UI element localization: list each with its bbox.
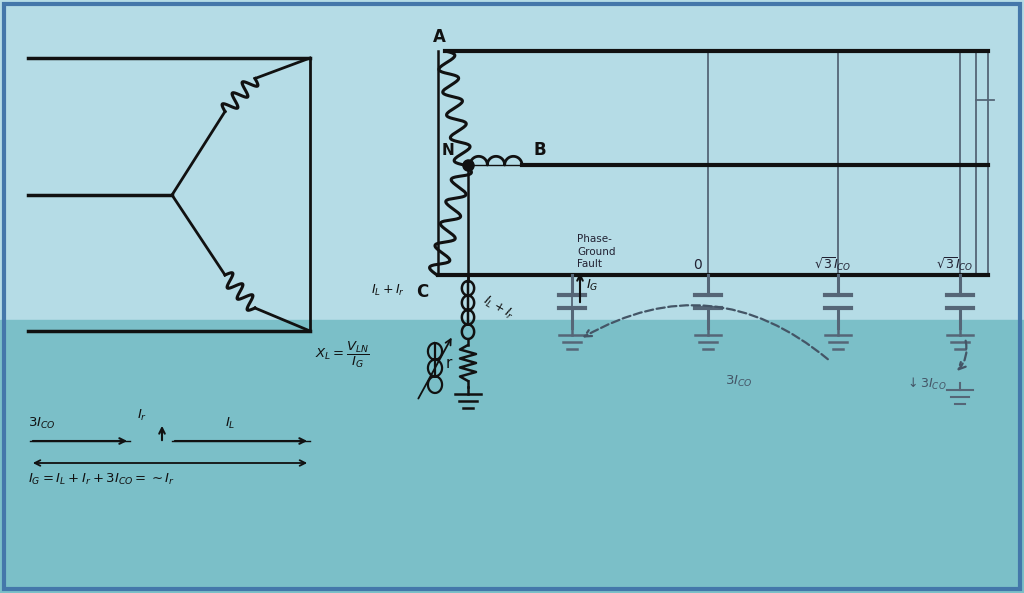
Text: r: r xyxy=(446,355,453,371)
Text: A: A xyxy=(433,28,445,46)
Text: $\downarrow 3I_{CO}$: $\downarrow 3I_{CO}$ xyxy=(905,376,946,392)
Text: C: C xyxy=(416,283,428,301)
Text: $I_L+I_r$: $I_L+I_r$ xyxy=(371,283,406,298)
Text: $3I_{CO}$: $3I_{CO}$ xyxy=(28,416,55,431)
Text: $3I_{CO}$: $3I_{CO}$ xyxy=(725,374,753,389)
FancyArrowPatch shape xyxy=(585,305,827,359)
Text: $I_r$: $I_r$ xyxy=(137,408,147,423)
Text: 0: 0 xyxy=(693,258,702,272)
Bar xyxy=(0,320,1024,593)
Text: $I_G$: $I_G$ xyxy=(586,278,599,293)
Text: $\sqrt{3}I_{CO}$: $\sqrt{3}I_{CO}$ xyxy=(936,255,974,273)
FancyArrowPatch shape xyxy=(958,341,967,369)
Text: $\sqrt{3}I_{CO}$: $\sqrt{3}I_{CO}$ xyxy=(814,255,852,273)
Text: N: N xyxy=(442,143,455,158)
Text: $I_L+I_r$: $I_L+I_r$ xyxy=(480,293,517,323)
Text: B: B xyxy=(534,141,547,159)
Text: $X_L=\dfrac{V_{LN}}{I_G}$: $X_L=\dfrac{V_{LN}}{I_G}$ xyxy=(315,339,370,369)
Text: $I_L$: $I_L$ xyxy=(224,416,236,431)
Bar xyxy=(0,0,1024,320)
Text: $I_G = I_L + I_r + 3I_{CO} = \sim I_r$: $I_G = I_L + I_r + 3I_{CO} = \sim I_r$ xyxy=(28,472,175,487)
Text: Phase-
Ground
Fault: Phase- Ground Fault xyxy=(577,234,615,269)
